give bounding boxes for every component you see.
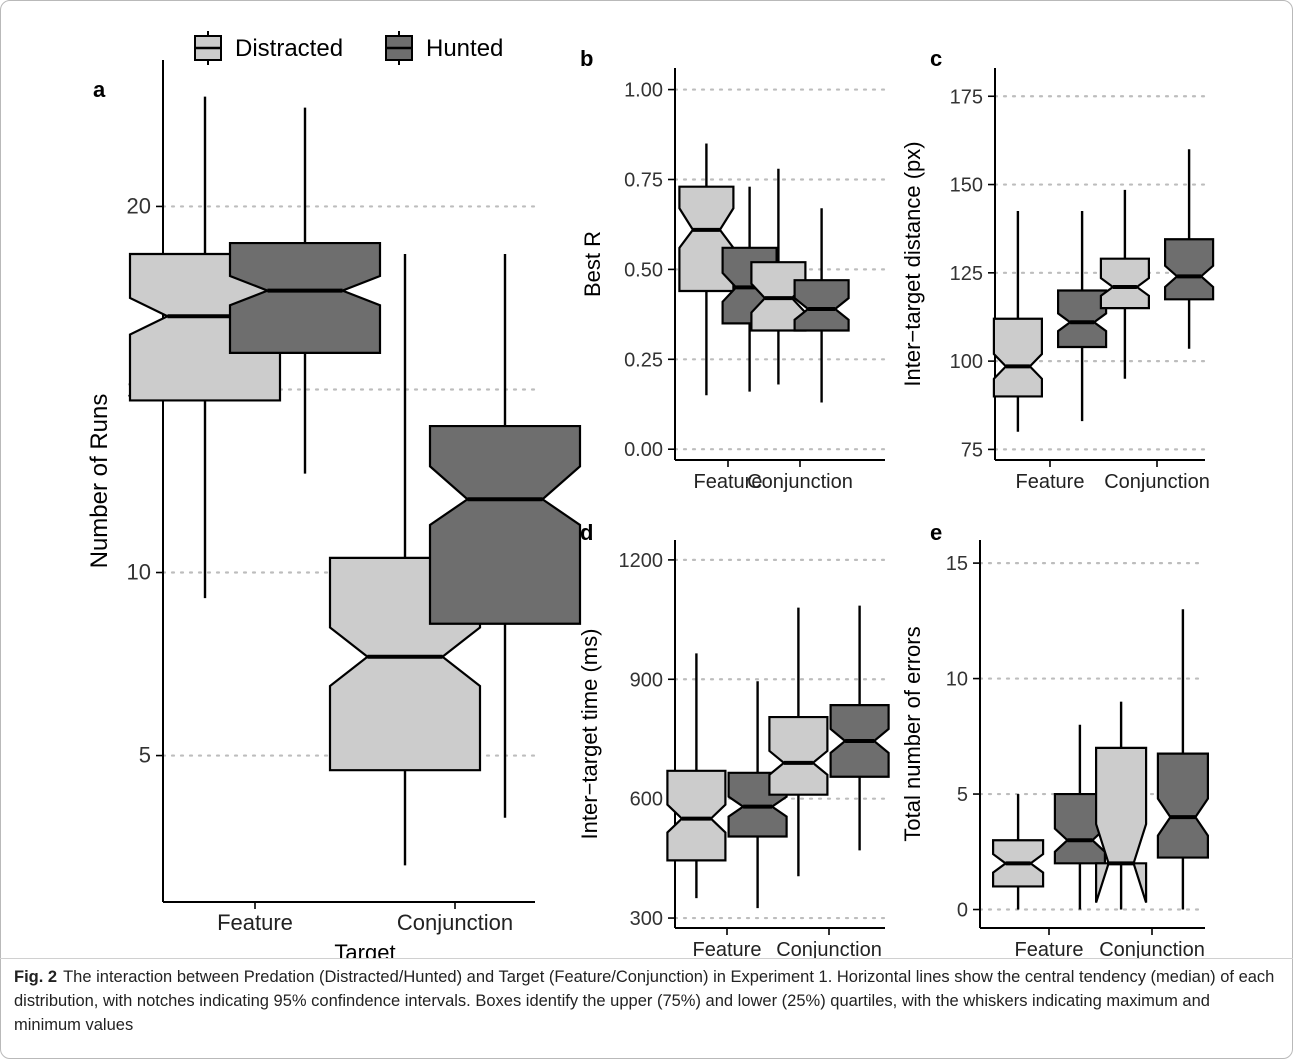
box-distracted-conjunction	[1099, 257, 1151, 310]
panel-letter: c	[930, 46, 942, 71]
x-tick-label: Feature	[1016, 471, 1085, 493]
y-tick-label: 1200	[619, 550, 664, 572]
x-tick-label: Conjunction	[397, 910, 513, 935]
figure-caption: Fig. 2 The interaction between Predation …	[14, 965, 1276, 1037]
legend: Distracted Hunted	[194, 31, 503, 65]
y-tick-label: 100	[950, 351, 983, 373]
y-tick-label: 5	[139, 743, 151, 768]
y-tick-label: 0.50	[624, 259, 663, 281]
panel-letter: b	[580, 46, 593, 71]
y-axis-label: Total number of errors	[900, 626, 925, 841]
y-axis-label: Best R	[580, 231, 605, 297]
legend-item-hunted: Hunted	[385, 31, 503, 65]
box-distracted-feature	[666, 769, 727, 862]
x-tick-label: Conjunction	[747, 471, 853, 493]
y-axis-label: Number of Runs	[86, 394, 113, 569]
figure-plot-area: 5101520FeatureConjunctionNumber of RunsT…	[86, 31, 1215, 958]
y-tick-label: 0.75	[624, 169, 663, 191]
box-hunted-conjunction	[793, 279, 850, 332]
y-axis-label: Inter−target distance (px)	[900, 141, 925, 386]
figure-label: Fig. 2	[14, 968, 58, 986]
y-tick-label: 75	[961, 439, 983, 461]
box-distracted-conjunction	[1094, 746, 1148, 903]
box-distracted-conjunction	[768, 715, 829, 796]
panel-d: 300 600 900 1200 Feature Conjunction Inter−tar…	[577, 520, 890, 958]
panel-e: 0 5 10 15 Feature Conjunction Total number of …	[900, 520, 1210, 958]
y-tick-label: 20	[127, 193, 151, 218]
y-tick-label: 10	[127, 560, 151, 585]
box-hunted-conjunction	[1156, 752, 1210, 859]
x-axis-label: Target	[334, 940, 395, 958]
box-hunted-conjunction	[1163, 238, 1215, 301]
y-tick-label: 900	[630, 669, 663, 691]
panel-letter: e	[930, 520, 942, 545]
x-tick-label: Feature	[694, 471, 763, 493]
panel-c: 75 100 125 150 175 Feature Conjunction Inter−ta…	[900, 46, 1215, 493]
y-tick-label: 0.00	[624, 439, 663, 461]
legend-label: Distracted	[235, 35, 343, 62]
y-tick-label: 150	[950, 175, 983, 197]
y-tick-label: 10	[946, 669, 968, 691]
legend-label: Hunted	[426, 35, 503, 62]
y-axis-label: Inter−target time (ms)	[577, 629, 602, 840]
y-tick-label: 600	[630, 789, 663, 811]
x-tick-label: Conjunction	[1104, 471, 1210, 493]
x-tick-label: Conjunction	[776, 939, 882, 958]
box-distracted-feature	[992, 317, 1044, 398]
y-tick-label: 175	[950, 86, 983, 108]
panel-letter: d	[580, 520, 593, 545]
y-tick-label: 15	[946, 553, 968, 575]
x-tick-label: Feature	[217, 910, 293, 935]
x-tick-label: Feature	[1015, 939, 1084, 958]
y-tick-label: 5	[957, 784, 968, 806]
caption-divider	[0, 958, 1293, 959]
y-tick-label: 300	[630, 908, 663, 930]
box-hunted-feature	[228, 241, 382, 354]
y-tick-label: 125	[950, 263, 983, 285]
panel-a: 5101520FeatureConjunctionNumber of RunsT…	[86, 60, 582, 958]
panel-letter: a	[93, 77, 106, 102]
caption-text: The interaction between Predation (Distr…	[14, 968, 1275, 1034]
box-hunted-conjunction	[428, 424, 582, 625]
legend-item-distracted: Distracted	[194, 31, 343, 65]
box-hunted-feature	[1056, 289, 1108, 349]
y-tick-label: 0	[957, 900, 968, 922]
y-tick-label: 0.25	[624, 349, 663, 371]
x-tick-label: Feature	[693, 939, 762, 958]
x-tick-label: Conjunction	[1099, 939, 1205, 958]
y-tick-label: 1.00	[624, 80, 663, 102]
